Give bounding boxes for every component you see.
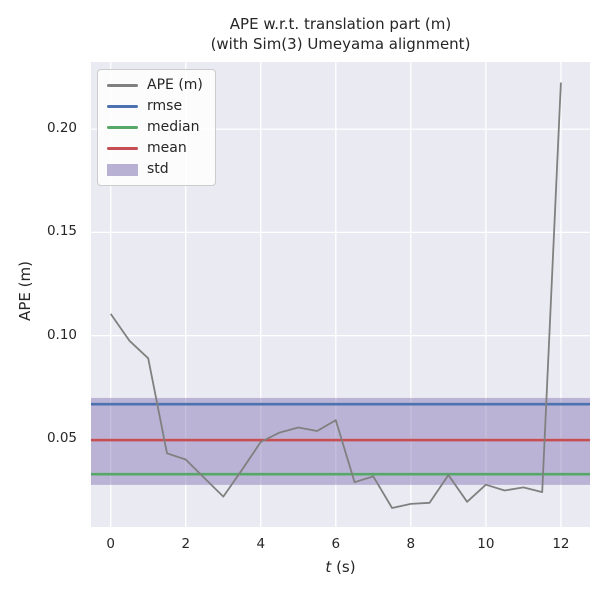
y-tick-label: 0.05 bbox=[46, 429, 77, 446]
y-tick-label: 0.20 bbox=[46, 120, 77, 137]
legend-item-label: APE (m) bbox=[147, 77, 203, 93]
x-tick-label: 12 bbox=[552, 536, 570, 552]
x-axis-label: t (s) bbox=[91, 558, 590, 576]
legend-line-swatch bbox=[107, 84, 138, 87]
legend-item-rmse: rmse bbox=[107, 98, 203, 115]
x-tick-label: 6 bbox=[331, 536, 341, 552]
chart-title-line1: APE w.r.t. translation part (m) bbox=[229, 15, 452, 33]
legend-item-median: median bbox=[107, 119, 203, 136]
plot-area: APE (m) rmse median mean std bbox=[91, 62, 590, 527]
legend-item-ape-m: APE (m) bbox=[107, 77, 203, 94]
std-band bbox=[91, 397, 590, 485]
legend-line-swatch bbox=[107, 126, 138, 129]
y-tick-label: 0.15 bbox=[46, 223, 77, 240]
legend-item-label: std bbox=[147, 161, 169, 177]
legend-item-label: median bbox=[147, 119, 200, 135]
legend-line-swatch bbox=[107, 147, 138, 150]
y-axis-label: APE (m) bbox=[16, 261, 34, 321]
legend-item-std: std bbox=[107, 161, 203, 178]
legend-item-label: mean bbox=[147, 140, 187, 156]
x-tick-label: 10 bbox=[477, 536, 495, 552]
legend-item-label: rmse bbox=[147, 98, 183, 114]
y-tick-label: 0.10 bbox=[46, 326, 77, 343]
chart-title-line2: (with Sim(3) Umeyama alignment) bbox=[210, 35, 471, 53]
legend: APE (m) rmse median mean std bbox=[97, 69, 216, 186]
x-axis-label-unit: (s) bbox=[331, 558, 356, 576]
x-tick-label: 4 bbox=[256, 536, 266, 552]
chart-title: APE w.r.t. translation part (m) (with Si… bbox=[91, 14, 590, 54]
legend-line-swatch bbox=[107, 105, 138, 108]
legend-band-swatch bbox=[107, 163, 138, 176]
x-tick-label: 2 bbox=[181, 536, 191, 552]
x-tick-label: 0 bbox=[106, 536, 115, 552]
legend-item-mean: mean bbox=[107, 140, 203, 157]
ape-trace-line bbox=[109, 82, 562, 509]
x-tick-label: 8 bbox=[406, 536, 416, 552]
plot-canvas bbox=[91, 62, 590, 527]
x-axis-label-variable: t bbox=[325, 558, 332, 576]
